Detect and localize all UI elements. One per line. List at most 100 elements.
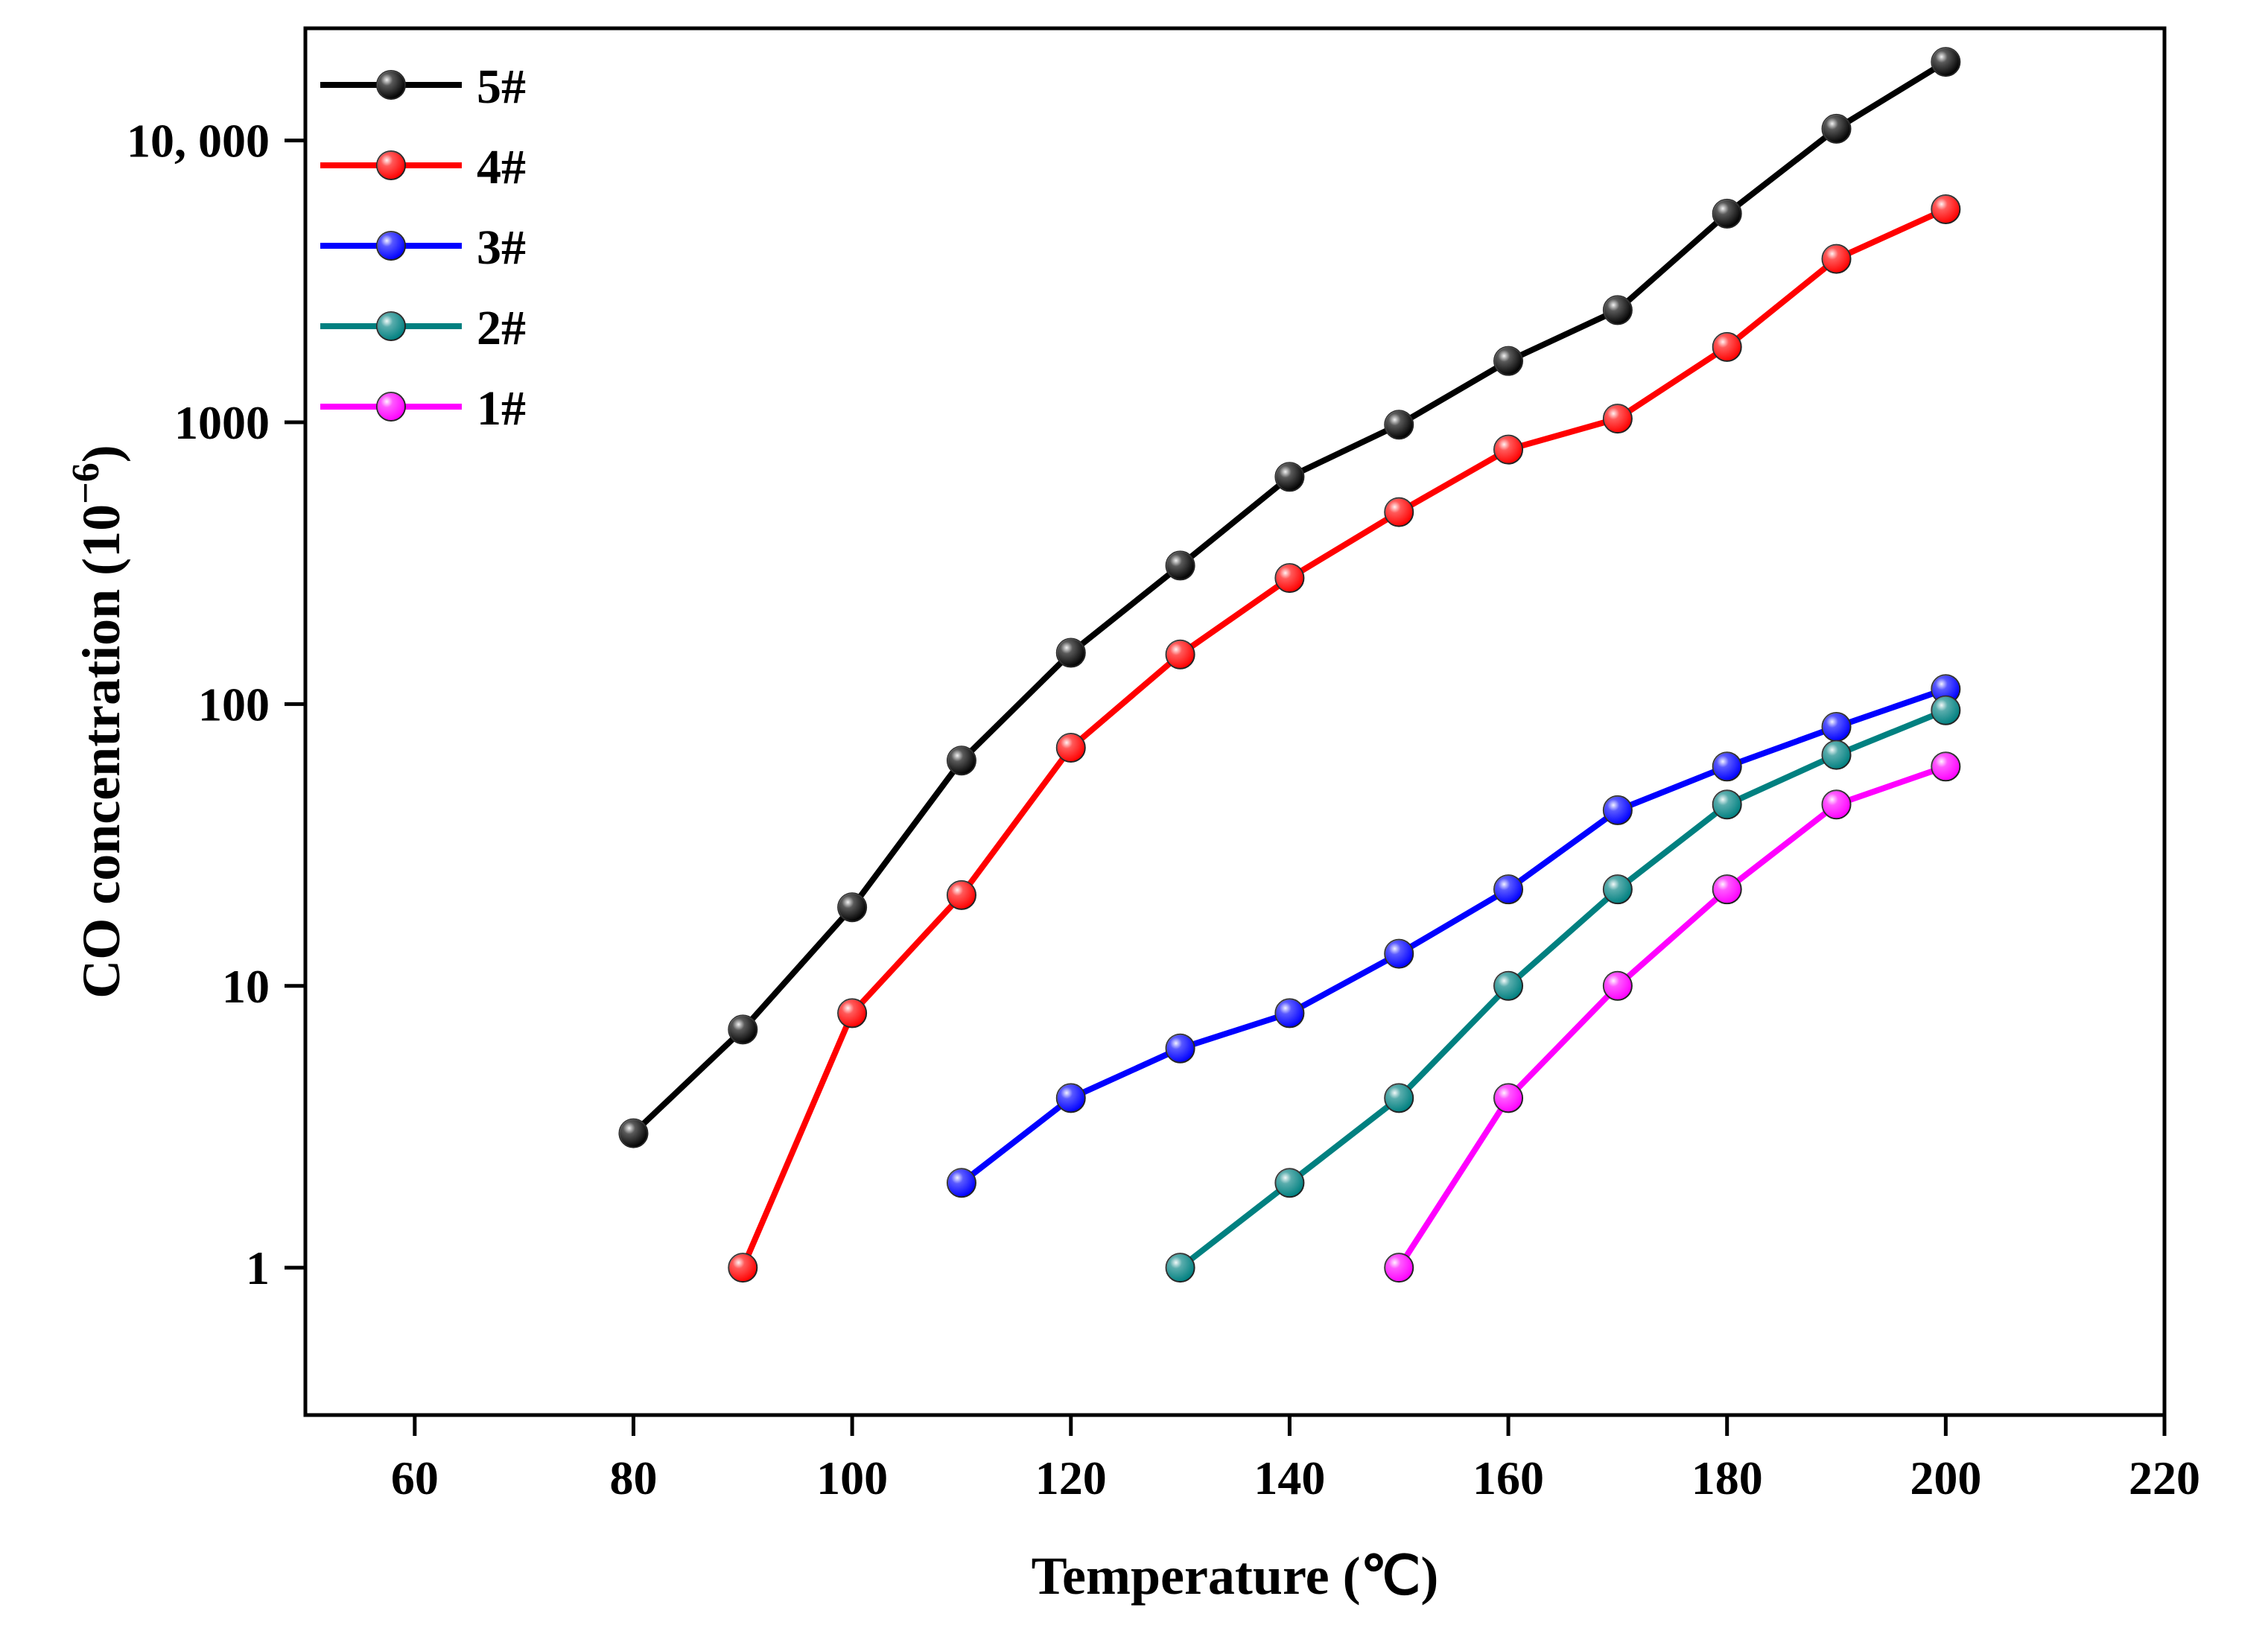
series-1-marker-shine-200 <box>1931 752 1960 781</box>
series-3-line <box>959 686 1947 1186</box>
series-4-point-140 <box>1274 563 1305 594</box>
series-5-point-140 <box>1274 462 1305 492</box>
series-5-marker-shine-200 <box>1931 48 1960 77</box>
series-5-point-190 <box>1821 113 1852 144</box>
x-tick-label-180: 180 <box>1692 1452 1763 1504</box>
plot-frame <box>303 26 2167 1417</box>
series-3-marker-shine-160 <box>1494 875 1523 904</box>
series-4-point-200 <box>1931 194 1961 224</box>
series-3-point-140 <box>1274 998 1305 1029</box>
legend-5-entry: 5# <box>320 60 526 114</box>
series-3-marker-shine-180 <box>1712 752 1741 781</box>
y-axis-title-exponent: −6 <box>65 462 107 504</box>
series-5-marker-shine-100 <box>838 893 867 922</box>
series-3-point-160 <box>1493 874 1524 905</box>
y-tick-label-1: 10 <box>222 960 270 1013</box>
legend-5-marker-shine <box>377 71 405 99</box>
series-3-marker-shine-170 <box>1603 795 1632 824</box>
series-4-point-180 <box>1712 331 1742 362</box>
series-5-marker-shine-120 <box>1056 638 1085 667</box>
y-axis-title: CO concentration (10−6) <box>65 445 131 999</box>
series-3-point-150 <box>1384 938 1414 969</box>
series-2-marker-shine-130 <box>1166 1253 1195 1282</box>
series-2-point-170 <box>1602 874 1633 905</box>
series-3-point-130 <box>1165 1033 1195 1064</box>
series-5-point-180 <box>1712 198 1742 229</box>
series-3-marker-shine-120 <box>1056 1084 1085 1113</box>
y-tick-label-3: 1000 <box>174 396 270 449</box>
series-5-point-120 <box>1055 638 1086 668</box>
series-5-marker-shine-80 <box>619 1119 648 1148</box>
series-2-point-160 <box>1493 970 1524 1001</box>
series-4-point-110 <box>946 880 976 910</box>
series-4-point-90 <box>728 1253 758 1283</box>
series-4-marker-shine-140 <box>1275 564 1304 593</box>
series-4-point-100 <box>837 998 868 1029</box>
series-1-point-170 <box>1602 970 1633 1001</box>
x-tick-label-220: 220 <box>2129 1452 2200 1504</box>
series-1-marker-shine-170 <box>1603 971 1632 1000</box>
series-2-marker-shine-190 <box>1822 740 1851 769</box>
legend-1-label: 1# <box>477 381 526 436</box>
series-1-point-150 <box>1384 1253 1414 1283</box>
series-4-marker-shine-200 <box>1931 194 1960 223</box>
series-4-marker-shine-120 <box>1056 733 1085 762</box>
series-5-point-160 <box>1493 346 1524 376</box>
legend-3-label: 3# <box>477 220 526 275</box>
series-3-marker-shine-190 <box>1822 712 1851 741</box>
series-3-marker-shine-110 <box>947 1169 976 1198</box>
series-5-marker-shine-130 <box>1166 551 1195 580</box>
legend-1-marker-shine <box>377 392 405 421</box>
x-axis-title: Temperature (℃) <box>1032 1546 1439 1606</box>
y-axis-title-close: ) <box>72 445 131 462</box>
series-3-point-120 <box>1055 1083 1086 1113</box>
series-5-marker-shine-190 <box>1822 114 1851 143</box>
series-3-marker-shine-150 <box>1385 939 1414 968</box>
y-axis-ticks: 1 10 100 1000 10, 000 <box>127 115 305 1294</box>
series-5-point-110 <box>946 746 976 776</box>
series-4-marker-shine-150 <box>1385 497 1414 527</box>
series-4-point-120 <box>1055 732 1086 763</box>
series-5-point-200 <box>1931 47 1961 77</box>
series-2-marker-shine-180 <box>1712 790 1741 819</box>
legend: 5# 4# 3# 2# 1# <box>320 60 526 436</box>
series-4-point-170 <box>1602 404 1633 434</box>
series-2-point-180 <box>1712 789 1742 820</box>
series-1-marker-shine-180 <box>1712 875 1741 904</box>
series-2-marker-shine-140 <box>1275 1169 1304 1198</box>
x-tick-label-100: 100 <box>816 1452 888 1504</box>
series-4-marker-shine-170 <box>1603 404 1632 433</box>
series-5-marker-shine-140 <box>1275 462 1304 492</box>
series-4-marker-shine-100 <box>838 999 867 1028</box>
series-4-point-160 <box>1493 434 1524 465</box>
series-4-line <box>740 206 1948 1269</box>
series-4-point-190 <box>1821 244 1852 274</box>
series-3-point-200 <box>1931 674 1961 705</box>
legend-4-marker-shine <box>377 151 405 179</box>
series-4-marker-shine-190 <box>1822 244 1851 273</box>
series-1-marker-shine-150 <box>1385 1253 1414 1282</box>
series-4-point-150 <box>1384 497 1414 527</box>
series-2-point-130 <box>1165 1253 1195 1283</box>
series-5-marker-shine-110 <box>947 746 976 775</box>
series-5-point-80 <box>618 1118 649 1148</box>
legend-3-marker-shine <box>377 232 405 260</box>
x-tick-label-120: 120 <box>1035 1452 1107 1504</box>
series-3-point-170 <box>1602 795 1633 825</box>
series-4-marker-shine-160 <box>1494 435 1523 464</box>
series-5-point-150 <box>1384 410 1414 440</box>
series-1-point-180 <box>1712 874 1742 905</box>
series-5-marker-shine-180 <box>1712 199 1741 228</box>
series-4-marker-shine-130 <box>1166 640 1195 669</box>
legend-5-label: 5# <box>477 60 526 114</box>
legend-2-label: 2# <box>477 301 526 355</box>
series-layer <box>618 47 1961 1283</box>
series-3-point-190 <box>1821 711 1852 742</box>
y-tick-label-2: 100 <box>198 678 270 731</box>
legend-4-label: 4# <box>477 140 526 194</box>
series-4-marker-shine-90 <box>728 1253 757 1282</box>
series-2-line <box>1178 708 1947 1271</box>
series-1-point-160 <box>1493 1083 1524 1113</box>
series-5-point-100 <box>837 892 868 923</box>
